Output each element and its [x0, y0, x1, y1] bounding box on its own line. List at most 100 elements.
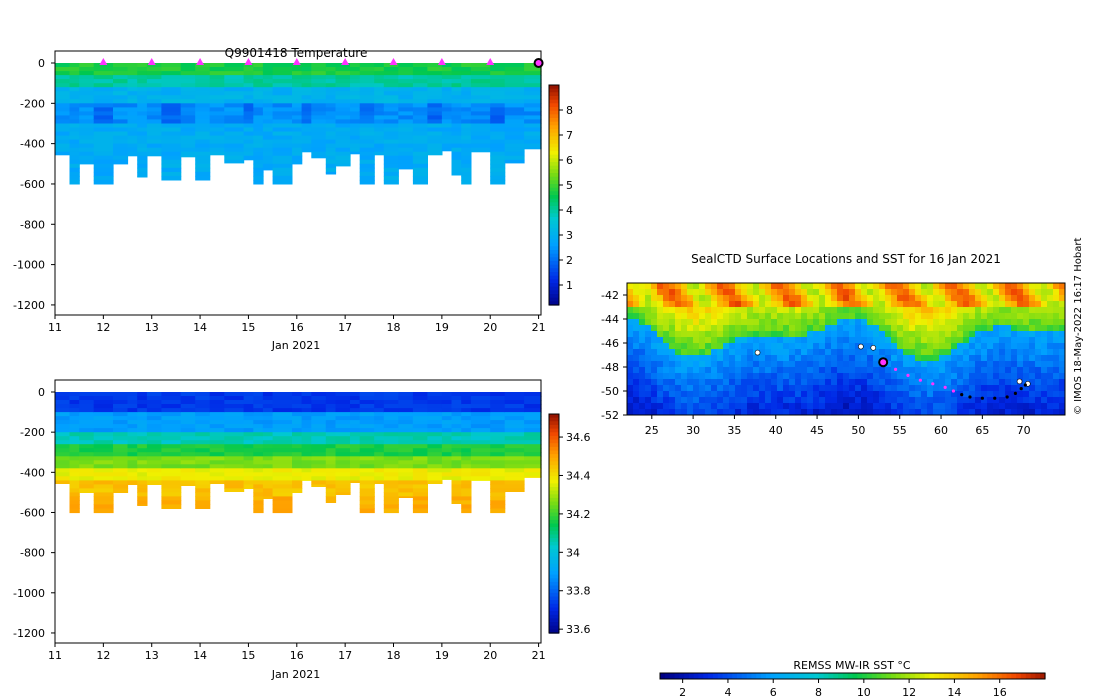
sst-cell	[891, 319, 898, 326]
profile-cell	[374, 79, 385, 84]
profile-cell	[301, 111, 312, 116]
profile-cell	[412, 504, 428, 509]
sst-cell	[921, 403, 928, 410]
profile-cell	[350, 111, 361, 116]
sst-cell	[933, 283, 940, 290]
colorbar-segment	[549, 443, 559, 448]
profile-cell	[93, 155, 114, 161]
profile-cell	[69, 143, 80, 149]
profile-cell	[262, 151, 274, 157]
profile-cell	[79, 79, 95, 84]
profile-cell	[195, 175, 211, 181]
colorbar-segment	[549, 552, 559, 557]
profile-cell	[243, 472, 254, 477]
profile-cell	[137, 119, 148, 124]
profile-cell	[93, 420, 114, 425]
sst-cell	[789, 319, 796, 326]
sst-cell	[933, 337, 940, 344]
profile-cell	[243, 111, 254, 116]
profile-cell	[504, 468, 525, 473]
sst-cell	[891, 349, 898, 356]
profile-cell	[524, 131, 542, 137]
profile-cell	[427, 119, 443, 124]
sst-cell	[1023, 307, 1030, 314]
sst-cell	[735, 307, 742, 314]
profile-cell	[374, 143, 385, 149]
profile-cell	[383, 67, 399, 72]
profile-column	[79, 392, 95, 493]
sst-cell	[1047, 349, 1054, 356]
x-tick-label: 19	[435, 321, 449, 334]
sst-cell	[969, 379, 976, 386]
sst-cell	[699, 361, 706, 368]
colorbar-segment	[549, 472, 559, 477]
sst-cell	[1005, 295, 1012, 302]
profile-cell	[292, 472, 303, 477]
sst-cell	[849, 331, 856, 338]
colorbar-segment	[549, 253, 559, 258]
sst-cell	[765, 367, 772, 374]
profile-cell	[325, 500, 337, 503]
sst-cell	[843, 283, 850, 290]
sst-cell	[891, 331, 898, 338]
profile-cell	[359, 424, 375, 429]
profile-cell	[272, 147, 293, 153]
colorbar-segment	[688, 673, 695, 679]
sst-cell	[711, 301, 718, 308]
sst-cell	[741, 403, 748, 410]
sst-cell	[693, 409, 700, 416]
profile-cell	[427, 75, 443, 80]
sst-cell	[699, 379, 706, 386]
profile-cell	[161, 496, 182, 501]
profile-column	[451, 63, 462, 176]
profile-cell	[292, 147, 303, 153]
sst-cell	[1041, 355, 1048, 362]
profile-cell	[55, 396, 71, 401]
sst-cell	[807, 355, 814, 362]
profile-column	[137, 63, 148, 178]
profile-cell	[504, 488, 525, 492]
sst-cell	[807, 325, 814, 332]
profile-cell	[451, 496, 462, 501]
sst-cell	[897, 319, 904, 326]
profile-column	[243, 63, 254, 161]
profile-cell	[243, 448, 254, 453]
profile-column	[69, 392, 80, 514]
sst-cell	[1053, 283, 1060, 290]
sst-cell	[945, 367, 952, 374]
profile-cell	[272, 131, 293, 137]
colorbar-segment	[549, 516, 559, 521]
sst-cell	[681, 355, 688, 362]
sst-cell	[885, 367, 892, 374]
profile-cell	[335, 412, 351, 417]
sst-cell	[765, 379, 772, 386]
sst-cell	[711, 307, 718, 314]
profile-cell	[359, 412, 375, 417]
colorbar-segment	[934, 673, 940, 679]
sst-cell	[765, 307, 772, 314]
profile-cell	[113, 75, 129, 80]
profile-cell	[350, 472, 361, 477]
sst-cell	[717, 379, 724, 386]
surface-location-marker	[341, 58, 350, 65]
colorbar-segment	[549, 257, 559, 262]
profile-cell	[451, 416, 462, 421]
profile-cell	[262, 420, 274, 425]
profile-cell	[490, 488, 506, 493]
profile-cell	[490, 123, 506, 129]
sst-cell	[879, 325, 886, 332]
profile-cell	[69, 404, 80, 409]
colorbar-segment	[1001, 673, 1008, 679]
profile-cell	[490, 424, 506, 429]
profile-cell	[243, 103, 254, 108]
sst-cell	[783, 307, 790, 314]
profile-cell	[383, 468, 399, 473]
sst-cell	[921, 385, 928, 392]
sst-cell	[909, 379, 916, 386]
profile-cell	[127, 416, 138, 421]
profile-cell	[504, 420, 525, 425]
colorbar-segment	[549, 301, 559, 306]
profile-cell	[224, 79, 245, 84]
sst-cell	[687, 367, 694, 374]
colorbar-tick-label: 5	[566, 179, 573, 192]
